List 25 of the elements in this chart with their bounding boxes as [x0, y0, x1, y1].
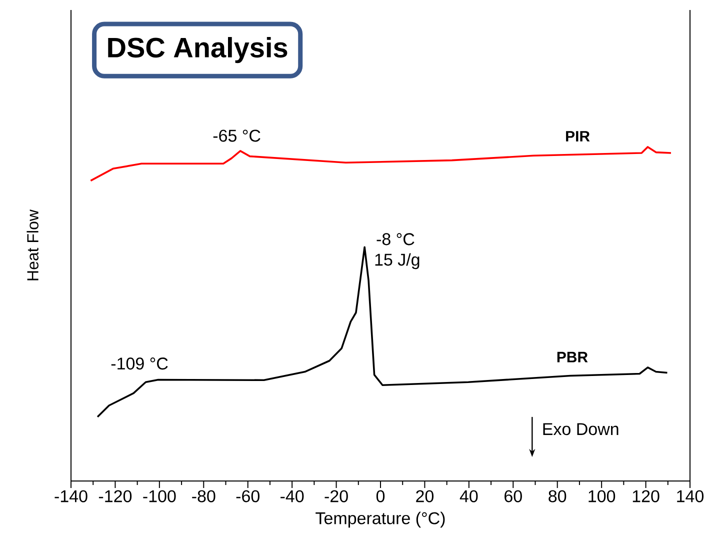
annotation: -65 °C: [213, 130, 260, 142]
x-tick-label: -60: [236, 490, 260, 502]
annotation: Exo Down: [543, 423, 618, 436]
annotation: -109 °C: [111, 358, 168, 370]
x-tick-label: -20: [324, 490, 348, 502]
x-tick-label: -80: [192, 490, 216, 502]
x-tick-label: 60: [504, 490, 522, 502]
y-axis-title: Heat Flow: [26, 209, 38, 280]
x-tick-label: 0: [376, 490, 385, 502]
x-axis-title: Temperature (°C): [316, 512, 445, 528]
chart-title: DSC Analysis: [108, 37, 288, 64]
x-tick-label: 20: [416, 490, 434, 502]
series-label: PBR: [557, 352, 588, 362]
series-label: PIR: [566, 131, 590, 142]
x-tick-label: 100: [588, 490, 616, 502]
x-tick-label: -40: [280, 490, 304, 502]
x-tick-label: -140: [54, 490, 88, 502]
x-tick-label: 80: [548, 490, 566, 502]
annotation: 15 J/g: [375, 253, 420, 270]
x-tick-label: -100: [143, 490, 176, 502]
x-tick-label: 120: [632, 490, 660, 502]
annotation: -8 °C: [376, 233, 414, 246]
x-tick-label: -120: [98, 490, 132, 502]
x-tick-label: 40: [460, 490, 478, 502]
x-tick-label: 140: [677, 490, 704, 502]
